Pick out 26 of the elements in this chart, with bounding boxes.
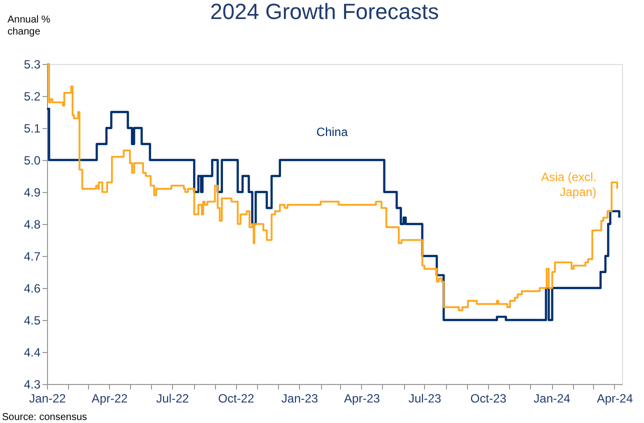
y-tick-label: 4.3	[24, 378, 41, 392]
x-tick-label: Apr-23	[344, 392, 380, 406]
y-tick-label: 4.9	[24, 186, 41, 200]
x-tick-label: Jan-22	[29, 392, 66, 406]
y-tick-label: 4.6	[24, 282, 41, 296]
y-tick-label: 5.0	[24, 154, 41, 168]
x-tick-label: Oct-22	[218, 392, 254, 406]
x-tick-label: Jan-23	[281, 392, 318, 406]
source-note: Source: consensus	[2, 412, 88, 423]
series-label: Asia (excl. Japan)	[541, 170, 596, 199]
y-tick-label: 4.5	[24, 314, 41, 328]
series-label: China	[316, 125, 348, 139]
chart-title: 2024 Growth Forecasts	[210, 0, 439, 24]
y-tick-label: 5.2	[24, 90, 41, 104]
x-tick-label: Jan-24	[534, 392, 571, 406]
y-tick-label: 5.1	[24, 122, 41, 136]
y-tick-label: 4.4	[24, 346, 41, 360]
x-tick-label: Jul-23	[408, 392, 442, 406]
y-tick-label: 4.7	[24, 250, 41, 264]
x-tick-label: Apr-24	[596, 392, 634, 406]
y-tick-label: 4.8	[24, 218, 41, 232]
x-tick-label: Jul-22	[156, 392, 190, 406]
x-tick-label: Apr-22	[92, 392, 128, 406]
y-axis-title: Annual % change	[8, 14, 50, 38]
x-tick-label: Oct-23	[470, 392, 507, 406]
y-tick-label: 5.3	[24, 58, 41, 72]
